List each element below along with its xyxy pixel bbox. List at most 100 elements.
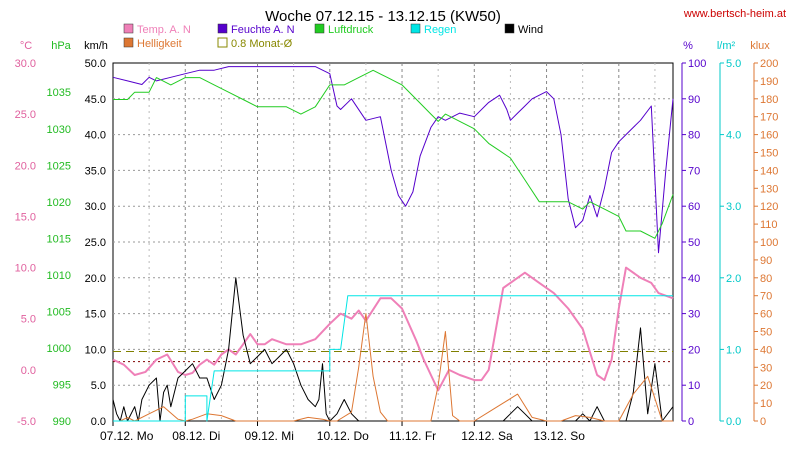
tick-label-press: 990 xyxy=(53,416,71,428)
source-link[interactable]: www.bertsch-heim.at xyxy=(683,8,786,20)
axis-temp: °C -5.0 0.0 5.0 10.0 15.0 20.0 25.0 30.0 xyxy=(15,40,36,428)
tick-label-rain: 0.0 xyxy=(726,416,741,428)
axes: °C -5.0 0.0 5.0 10.0 15.0 20.0 25.0 30.0 hPa 990 99… xyxy=(15,40,779,443)
tick-label-temp: 25.0 xyxy=(15,109,36,121)
tick-label-hum: 50 xyxy=(688,237,700,249)
legend-label: Wind xyxy=(518,24,543,36)
series xyxy=(112,66,674,422)
legend-item: Regen xyxy=(410,23,456,36)
tick-label-lux: 190 xyxy=(760,76,778,88)
tick-label-wind: 20.0 xyxy=(85,273,106,285)
legend-label: Helligkeit xyxy=(137,38,182,50)
axis-unit-wind: km/h xyxy=(84,40,108,52)
tick-label-press: 1010 xyxy=(47,270,71,282)
tick-label-hum: 70 xyxy=(688,165,700,177)
tick-label-lux: 40 xyxy=(760,344,772,356)
axis-lux: klux 0 10 20 30 40 50 60 70 80 90 100 110 120 130 140 15… xyxy=(750,40,778,428)
tick-label-lux: 150 xyxy=(760,148,778,160)
tick-label-lux: 170 xyxy=(760,112,778,124)
tick-label-hum: 10 xyxy=(688,380,700,392)
tick-label-wind: 0.0 xyxy=(91,416,106,428)
tick-label-wind: 35.0 xyxy=(85,165,106,177)
tick-label-rain: 2.0 xyxy=(726,273,741,285)
tick-label-press: 1035 xyxy=(47,87,71,99)
legend-item: 0.8 Monat-Ø xyxy=(217,37,293,50)
x-tick-label: 11.12. Fr xyxy=(389,429,436,443)
tick-label-wind: 10.0 xyxy=(85,344,106,356)
legend-swatch xyxy=(314,23,325,34)
legend-item: Wind xyxy=(504,23,543,36)
tick-label-press: 1005 xyxy=(47,306,71,318)
tick-label-lux: 0 xyxy=(760,416,766,428)
tick-label-lux: 130 xyxy=(760,183,778,195)
legend-label: Temp. A. N xyxy=(137,24,191,36)
tick-label-hum: 60 xyxy=(688,201,700,213)
axis-hum: % 0 10 20 30 40 50 60 70 80 90 100 xyxy=(681,40,706,428)
tick-label-lux: 110 xyxy=(760,219,778,231)
axis-unit-lux: klux xyxy=(750,40,770,52)
legend-item: Temp. A. N xyxy=(123,23,191,36)
axis-unit-rain: l/m² xyxy=(717,40,736,52)
tick-label-wind: 40.0 xyxy=(85,130,106,142)
tick-label-wind: 25.0 xyxy=(85,237,106,249)
axis-wind: km/h 0.0 5.0 10.0 15.0 20.0 25.0 30.0 35.0 40.0 45… xyxy=(84,40,108,428)
legend-swatch xyxy=(123,37,134,48)
tick-label-temp: 10.0 xyxy=(15,263,36,275)
series-line-temp-a-n xyxy=(112,266,674,392)
tick-label-lux: 120 xyxy=(760,201,778,213)
tick-label-lux: 30 xyxy=(760,362,772,374)
tick-label-press: 1030 xyxy=(47,124,71,136)
x-tick-label: 13.12. So xyxy=(534,429,586,443)
tick-label-temp: 5.0 xyxy=(21,314,36,326)
legend-swatch xyxy=(123,23,134,34)
legend-item: Feuchte A. N xyxy=(217,23,295,36)
tick-label-rain: 4.0 xyxy=(726,130,741,142)
axis-rain: l/m² 0.0 1.0 2.0 3.0 4.0 5.0 xyxy=(717,40,741,428)
axis-unit-press: hPa xyxy=(51,40,71,52)
tick-label-wind: 5.0 xyxy=(91,380,106,392)
tick-label-lux: 20 xyxy=(760,380,772,392)
tick-label-lux: 60 xyxy=(760,309,772,321)
series-line-helligkeit xyxy=(113,313,673,422)
legend-label: Feuchte A. N xyxy=(231,24,295,36)
legend-label: 0.8 Monat-Ø xyxy=(231,38,293,50)
series-line-wind xyxy=(112,277,674,422)
tick-label-lux: 70 xyxy=(760,291,772,303)
tick-label-press: 1025 xyxy=(47,160,71,172)
axis-unit-temp: °C xyxy=(20,40,32,52)
tick-label-rain: 1.0 xyxy=(726,344,741,356)
tick-label-wind: 45.0 xyxy=(85,94,106,106)
tick-label-press: 1000 xyxy=(47,343,71,355)
x-tick-label: 09.12. Mi xyxy=(245,429,294,443)
chart-title: Woche 07.12.15 - 13.12.15 (KW50) xyxy=(265,8,501,25)
axis-unit-hum: % xyxy=(683,40,693,52)
legend-swatch xyxy=(410,23,421,34)
legend-label: Regen xyxy=(424,24,456,36)
x-tick-label: 12.12. Sa xyxy=(461,429,513,443)
tick-label-press: 1020 xyxy=(47,197,71,209)
tick-label-hum: 40 xyxy=(688,273,700,285)
tick-label-temp: 30.0 xyxy=(15,58,36,70)
tick-label-hum: 100 xyxy=(688,58,706,70)
legend-item: Luftdruck xyxy=(314,23,374,36)
tick-label-lux: 10 xyxy=(760,398,772,410)
tick-label-hum: 30 xyxy=(688,309,700,321)
tick-label-rain: 5.0 xyxy=(726,58,741,70)
series-line-luftdruck xyxy=(113,69,674,239)
tick-label-lux: 90 xyxy=(760,255,772,267)
tick-label-press: 995 xyxy=(53,379,71,391)
tick-label-temp: 0.0 xyxy=(21,365,36,377)
x-tick-label: 08.12. Di xyxy=(172,429,220,443)
legend: Temp. A. N Feuchte A. N Luftdruck Regen Wind… xyxy=(123,23,543,50)
legend-item: Helligkeit xyxy=(123,37,182,50)
tick-label-rain: 3.0 xyxy=(726,201,741,213)
tick-label-lux: 100 xyxy=(760,237,778,249)
tick-label-wind: 15.0 xyxy=(85,309,106,321)
tick-label-temp: -5.0 xyxy=(17,416,36,428)
tick-label-hum: 90 xyxy=(688,94,700,106)
legend-swatch xyxy=(217,37,228,48)
tick-label-wind: 50.0 xyxy=(85,58,106,70)
tick-label-lux: 200 xyxy=(760,58,778,70)
tick-label-lux: 140 xyxy=(760,165,778,177)
